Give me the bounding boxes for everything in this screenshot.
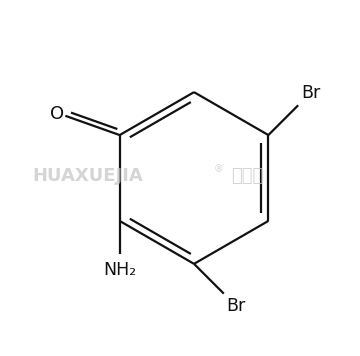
- Text: HUAXUEJIA: HUAXUEJIA: [33, 167, 144, 185]
- Text: 化学加: 化学加: [231, 167, 263, 185]
- Text: Br: Br: [301, 84, 320, 102]
- Text: O: O: [50, 105, 64, 123]
- Text: ®: ®: [213, 164, 223, 174]
- Text: Br: Br: [226, 297, 246, 315]
- Text: NH₂: NH₂: [103, 261, 136, 278]
